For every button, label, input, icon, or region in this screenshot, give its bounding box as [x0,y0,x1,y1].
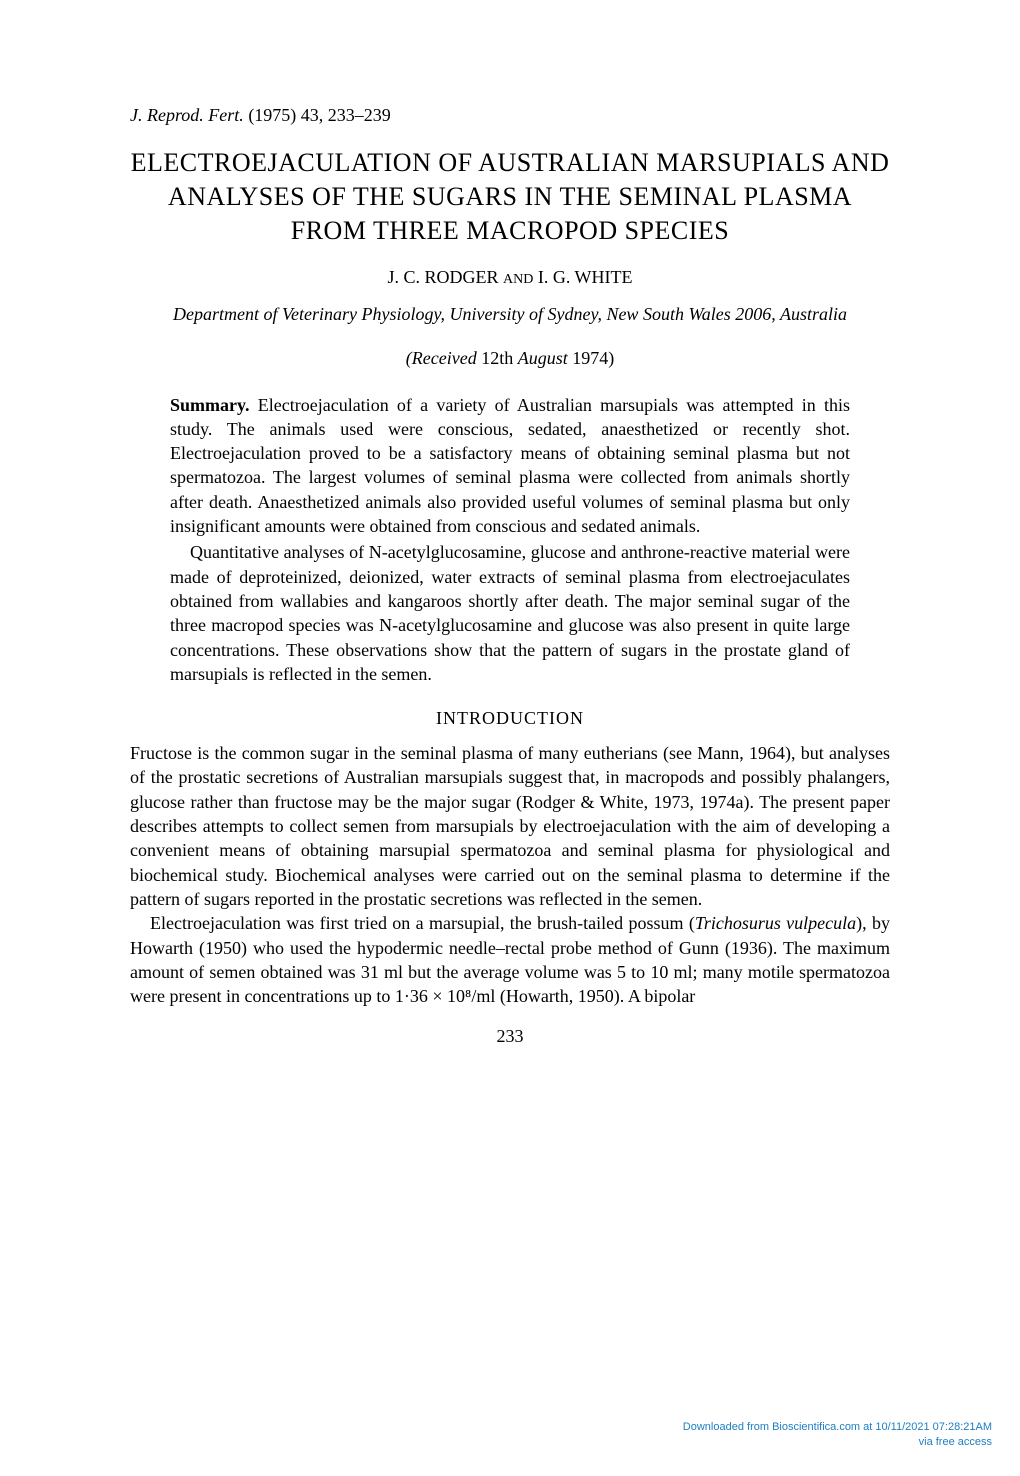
species-name: Trichosurus vulpecula [695,913,856,933]
introduction-body: Fructose is the common sugar in the semi… [130,741,890,1008]
received-day: 12th [477,348,518,368]
summary-text-1: Electroejaculation of a variety of Austr… [170,395,850,536]
affiliation: Department of Veterinary Physiology, Uni… [130,302,890,327]
summary-p1: Summary. Electroejaculation of a variety… [170,393,850,539]
page-number: 233 [130,1026,890,1047]
footer-line2: via free access [683,1435,992,1450]
section-heading-introduction: INTRODUCTION [130,708,890,729]
author-names: J. C. RODGER AND I. G. WHITE [388,267,633,287]
intro-p2: Electroejaculation was first tried on a … [130,911,890,1008]
summary-p2: Quantitative analyses of N-acetylglucosa… [170,540,850,686]
journal-year-vol: (1975) 43, 233–239 [248,105,391,125]
intro-p1: Fructose is the common sugar in the semi… [130,741,890,911]
journal-reference: J. Reprod. Fert. (1975) 43, 233–239 [130,105,890,126]
authors: J. C. RODGER AND I. G. WHITE [130,267,890,288]
summary-section: Summary. Electroejaculation of a variety… [170,393,850,687]
received-date: (Received 12th August 1974) [130,348,890,369]
received-month: August [518,348,568,368]
intro-p2a: Electroejaculation was first tried on a … [150,913,695,933]
journal-name: J. Reprod. Fert. [130,105,244,125]
received-year: 1974) [568,348,615,368]
download-footer: Downloaded from Bioscientifica.com at 10… [683,1420,992,1451]
footer-line1: Downloaded from Bioscientifica.com at 10… [683,1420,992,1435]
paper-page: J. Reprod. Fert. (1975) 43, 233–239 ELEC… [0,0,1020,1087]
received-label: (Received [406,348,477,368]
summary-label: Summary. [170,395,250,415]
paper-title: ELECTROEJACULATION OF AUSTRALIAN MARSUPI… [130,146,890,247]
